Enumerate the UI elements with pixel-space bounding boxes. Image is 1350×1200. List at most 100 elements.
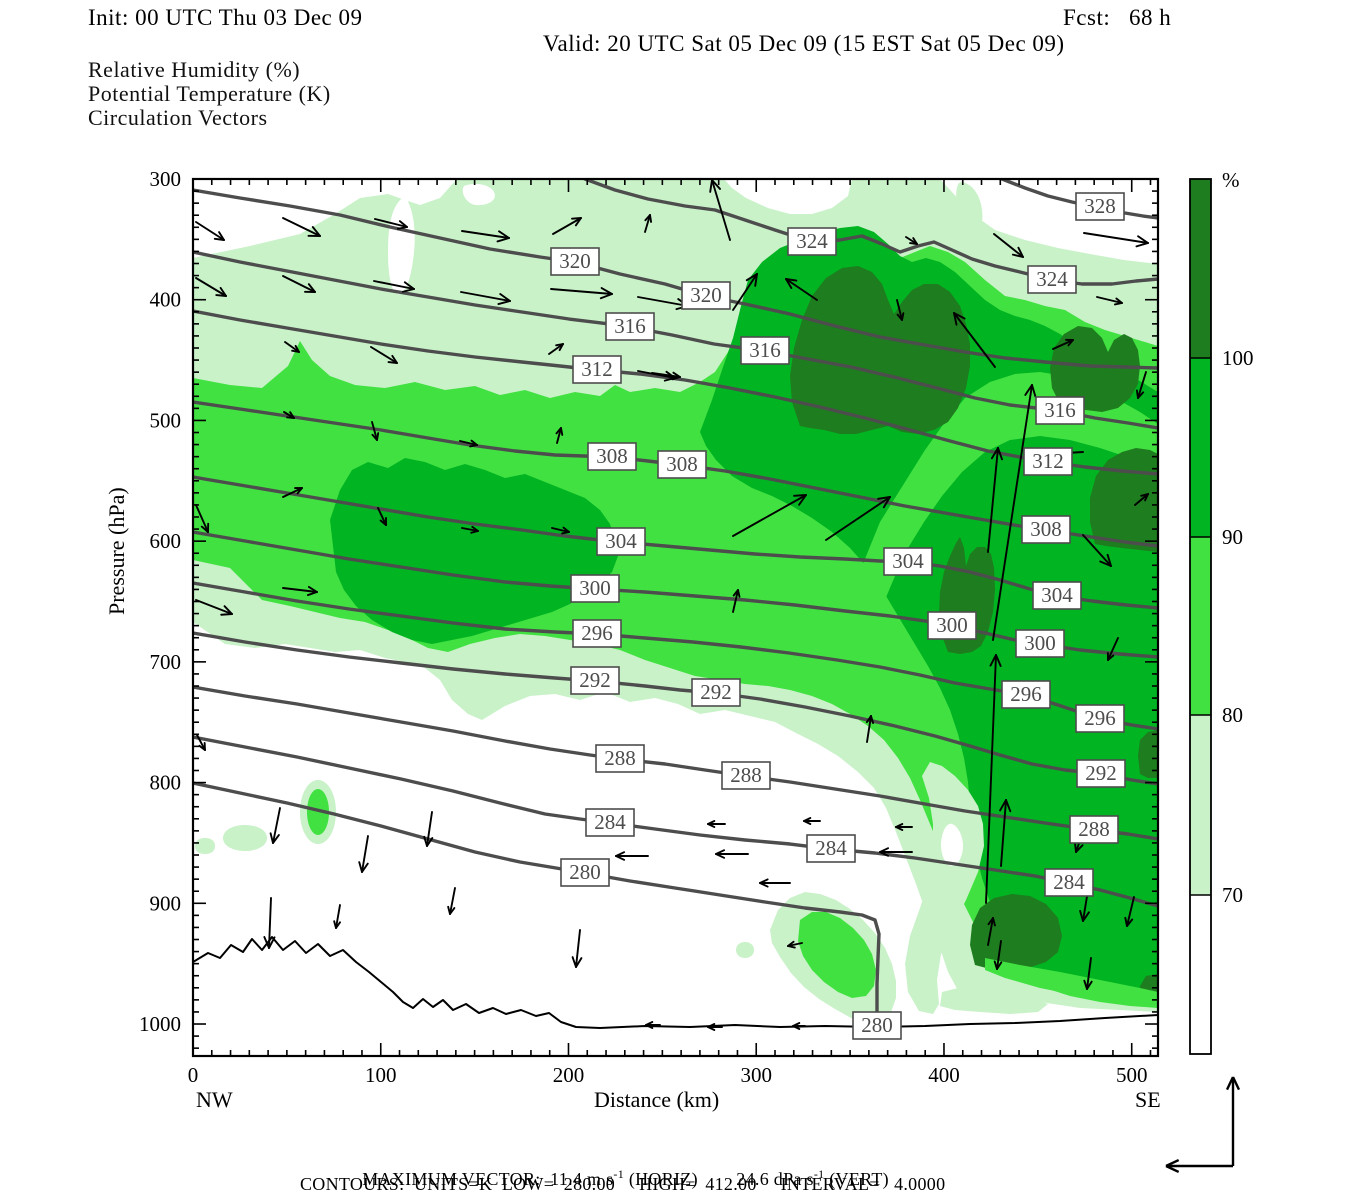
theta-label-280: 280 — [852, 1011, 902, 1040]
vector-arrow — [803, 817, 821, 825]
theta-label-288: 288 — [1069, 815, 1119, 844]
vector-arrow — [905, 236, 918, 245]
theta-label-text: 308 — [1030, 517, 1062, 541]
vector-arrow — [787, 940, 803, 949]
theta-label-316: 316 — [605, 312, 655, 341]
vector-arrow — [195, 504, 210, 533]
theta-label-304: 304 — [596, 527, 646, 556]
vector-arrow — [358, 835, 369, 873]
x-tick-label: 400 — [928, 1063, 960, 1087]
vector-arrow — [447, 887, 456, 915]
theta-label-288: 288 — [595, 744, 645, 773]
vector-arrow — [1106, 637, 1119, 661]
theta-label-text: 328 — [1084, 194, 1116, 218]
theta-label-308: 308 — [1021, 515, 1071, 544]
axis-ticks — [192, 178, 1158, 1056]
colorbar-segment — [1190, 358, 1211, 537]
y-tick-label: 400 — [150, 288, 182, 312]
rh-region-ge100 — [790, 266, 970, 434]
vector-arrow — [615, 851, 649, 861]
theta-label-296: 296 — [1001, 680, 1051, 709]
colorbar-segment — [1190, 537, 1211, 715]
x-axis-right-end-label: SE — [1135, 1087, 1161, 1112]
theta-label-text: 300 — [936, 613, 968, 637]
vector-arrow — [1052, 338, 1074, 350]
theta-label-316: 316 — [1035, 396, 1085, 425]
vector-arrow — [707, 1023, 723, 1031]
theta-label-text: 308 — [666, 452, 698, 476]
theta-label-292: 292 — [1076, 759, 1126, 788]
theta-label-text: 312 — [1032, 449, 1064, 473]
vector-arrow — [196, 734, 206, 751]
vector-arrow — [550, 287, 613, 300]
rh-region-ge70 — [736, 942, 754, 958]
colorbar-tick-label: 70 — [1222, 883, 1243, 907]
rh-region-ge90 — [330, 458, 618, 644]
theta-label-324: 324 — [1027, 265, 1077, 294]
theta-label-text: 284 — [815, 836, 847, 860]
vector-arrow — [993, 233, 1024, 258]
theta-label-292: 292 — [691, 678, 741, 707]
vector-arrow — [953, 312, 996, 368]
rh-region-ge70 — [905, 762, 984, 1014]
rh-region-ge100 — [1138, 730, 1158, 778]
rh-region-ge100 — [970, 894, 1062, 970]
theta-label-text: 284 — [1053, 870, 1085, 894]
vector-arrow — [1124, 896, 1135, 927]
vector-arrow — [461, 230, 510, 243]
theta-label-text: 320 — [690, 283, 722, 307]
colorbar-tick-label: 90 — [1222, 525, 1243, 549]
vector-arrow — [987, 917, 996, 946]
theta-label-text: 280 — [861, 1013, 893, 1037]
vector-arrow — [282, 487, 303, 498]
rh-region-ge80 — [798, 912, 876, 998]
theta-label-text: 304 — [892, 549, 924, 573]
max-vector-caption: MAXIMUM VECTOR: 11.4 m s-1 (HORIZ) 24.6 … — [343, 1146, 889, 1200]
theta-label-304: 304 — [883, 547, 933, 576]
vector-arrow — [992, 384, 1037, 641]
vector-arrow — [651, 371, 681, 381]
vector-arrow — [282, 585, 318, 596]
vector-arrow — [707, 820, 726, 828]
x-tick-label: 100 — [365, 1063, 397, 1087]
theta-label-text: 292 — [579, 668, 611, 692]
colorbar-segment — [1190, 895, 1211, 1054]
vector-arrow — [1096, 296, 1123, 306]
vector-arrow — [732, 273, 758, 311]
x-tick-label: 300 — [740, 1063, 772, 1087]
vector-arrow — [709, 179, 731, 241]
y-tick-label: 700 — [150, 650, 182, 674]
vector-arrow — [1083, 232, 1149, 248]
rh-region-ge70 — [223, 825, 267, 851]
colorbar-frame — [1189, 178, 1212, 1055]
theta-label-316: 316 — [740, 336, 790, 365]
vector-arrow — [284, 341, 300, 353]
colorbar-segment — [1190, 179, 1211, 358]
vector-arrow — [1225, 1076, 1241, 1166]
x-axis-left-end-label: NW — [196, 1087, 233, 1112]
colorbar-segment — [1190, 715, 1211, 895]
vector-arrow — [987, 447, 1003, 553]
vector-arrow — [732, 494, 807, 537]
theta-contour-280 — [193, 781, 881, 1026]
vector-arrow — [825, 496, 891, 541]
vector-arrow — [896, 299, 905, 321]
theta-label-text: 324 — [1036, 267, 1068, 291]
vector-arrow — [263, 897, 276, 949]
theta-label-284: 284 — [1044, 868, 1094, 897]
y-tick-label: 900 — [150, 891, 182, 915]
y-tick-label: 800 — [150, 771, 182, 795]
theta-label-text: 316 — [614, 314, 646, 338]
vector-arrow — [555, 427, 564, 444]
vector-arrow — [371, 421, 380, 441]
theta-label-312: 312 — [572, 355, 622, 384]
theta-label-text: 288 — [1078, 817, 1110, 841]
vector-arrow — [548, 343, 564, 355]
field-circulation-vectors: Circulation Vectors — [88, 105, 268, 130]
reference-vector-legend — [1165, 1076, 1241, 1174]
valid-time-label: Valid: 20 UTC Sat 05 Dec 09 (15 EST Sat … — [543, 31, 1065, 56]
y-tick-label: 500 — [150, 408, 182, 432]
vector-arrow — [645, 1021, 661, 1029]
rh-region-ge70 — [195, 838, 215, 854]
vector-arrow — [552, 217, 582, 235]
